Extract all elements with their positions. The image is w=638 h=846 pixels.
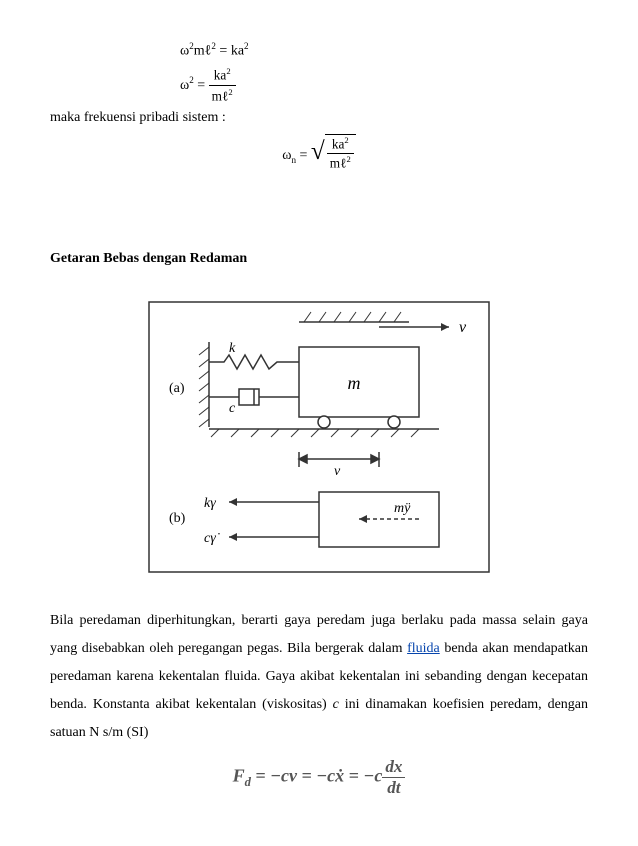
damped-vibration-figure: v k c m (a) [129,297,509,577]
label-ky: kγ [204,496,216,511]
label-v-top: v [459,319,467,336]
body-paragraph: Bila peredaman diperhitungkan, berarti g… [50,607,588,747]
label-my: mÿ [394,501,411,516]
label-v-mid: v [334,464,341,479]
equation-fd: Fd = −cv = −cẋ = −c dx dt [50,757,588,798]
label-b: (b) [169,511,186,526]
label-k: k [229,341,236,356]
label-m: m [348,373,361,393]
fluida-link[interactable]: fluida [407,641,440,656]
equation-block-1: ω2mℓ2 = ka2 ω2 = ka2 mℓ2 [180,40,588,106]
equation-1: ω2mℓ2 = ka2 [180,40,588,61]
equation-2: ω2 = ka2 mℓ2 [180,65,588,106]
wheel-icon [318,416,330,428]
wheel-icon [388,416,400,428]
label-a: (a) [169,381,185,396]
label-c: c [229,401,236,416]
intro-text: maka frekuensi pribadi sistem : [50,110,588,126]
equation-3: ωn = √ ka2 mℓ2 [50,134,588,171]
fbd-mass-box [319,492,439,547]
section-title: Getaran Bebas dengan Redaman [50,251,588,267]
